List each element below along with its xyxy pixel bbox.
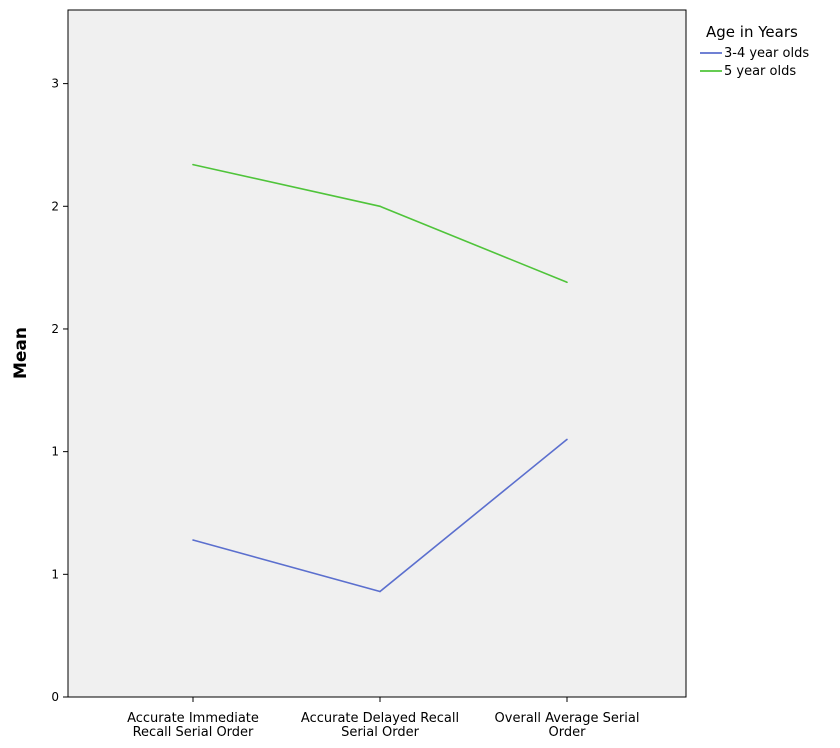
plot-area xyxy=(67,9,687,698)
y-tick-label: 1 xyxy=(51,445,59,459)
data-point xyxy=(379,205,381,208)
legend-entry: 5 year olds xyxy=(724,64,796,79)
y-tick-label: 3 xyxy=(51,77,59,91)
data-point xyxy=(379,590,381,593)
x-tick-label: Accurate Immediate Recall Serial Order xyxy=(127,711,259,740)
y-axis: 0 1 1 2 2 3 xyxy=(51,10,69,704)
y-tick-label: 0 xyxy=(51,690,59,704)
data-point xyxy=(192,163,194,166)
data-point xyxy=(566,438,568,441)
legend: Age in Years 3-4 year olds 5 year olds xyxy=(700,23,809,79)
y-tick-label: 2 xyxy=(51,322,59,336)
x-tick-label: Accurate Delayed Recall Serial Order xyxy=(301,711,459,740)
series-layer xyxy=(192,163,568,593)
data-point xyxy=(566,281,568,284)
y-axis-label: Mean xyxy=(11,327,31,379)
data-point xyxy=(192,539,194,541)
x-tick-label: Overall Average Serial Order xyxy=(495,711,640,740)
legend-entry: 3-4 year olds xyxy=(724,46,809,61)
y-tick-label: 1 xyxy=(51,567,59,581)
legend-title: Age in Years xyxy=(706,23,798,41)
x-axis: Accurate Immediate Recall Serial Order Acc… xyxy=(127,697,639,740)
y-tick-label: 2 xyxy=(51,199,59,213)
